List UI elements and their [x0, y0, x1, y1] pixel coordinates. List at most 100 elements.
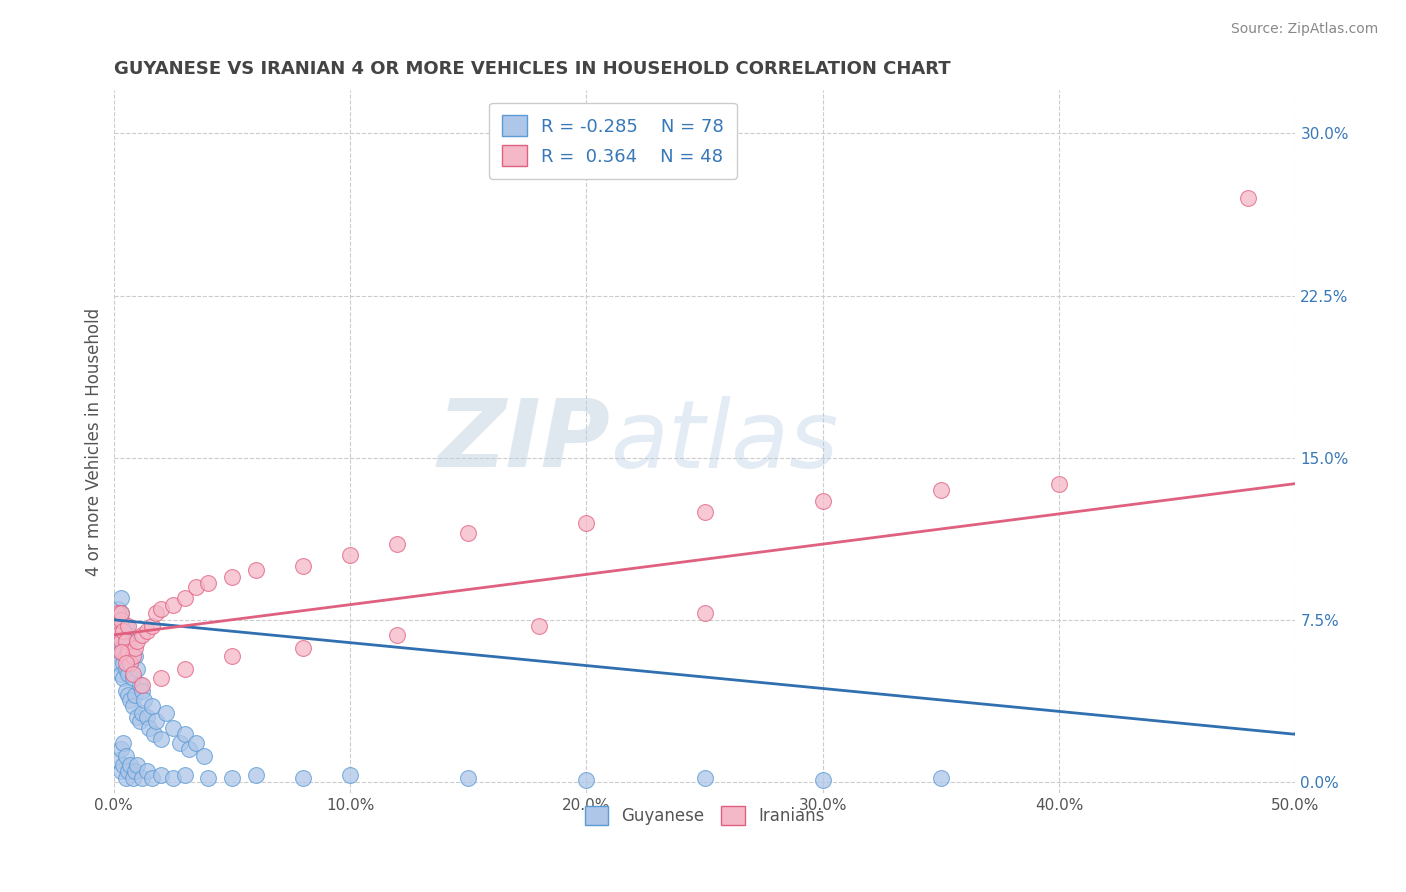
Point: [112, 671, 135, 685]
Point: [693, 771, 716, 785]
Point: [131, 706, 153, 720]
Point: [179, 742, 201, 756]
Point: [197, 576, 219, 591]
Text: GUYANESE VS IRANIAN 4 OR MORE VEHICLES IN HOUSEHOLD CORRELATION CHART: GUYANESE VS IRANIAN 4 OR MORE VEHICLES I…: [114, 60, 950, 78]
Point: [186, 580, 208, 594]
Point: [110, 645, 132, 659]
Point: [145, 607, 167, 621]
Point: [117, 666, 139, 681]
Point: [110, 607, 132, 621]
Point: [114, 684, 136, 698]
Point: [121, 699, 143, 714]
Point: [120, 692, 142, 706]
Point: [1047, 476, 1070, 491]
Point: [245, 768, 267, 782]
Point: [114, 634, 136, 648]
Point: [120, 634, 142, 648]
Point: [169, 736, 191, 750]
Point: [527, 619, 550, 633]
Point: [112, 624, 135, 638]
Point: [110, 624, 132, 638]
Point: [387, 628, 409, 642]
Point: [124, 640, 146, 655]
Point: [149, 731, 172, 746]
Point: [110, 607, 132, 621]
Point: [114, 771, 136, 785]
Point: [114, 656, 136, 670]
Point: [197, 771, 219, 785]
Point: [114, 748, 136, 763]
Point: [128, 677, 150, 691]
Point: [110, 645, 132, 659]
Point: [112, 736, 135, 750]
Point: [291, 771, 314, 785]
Point: [124, 689, 146, 703]
Point: [112, 757, 135, 772]
Point: [245, 563, 267, 577]
Point: [387, 537, 409, 551]
Point: [105, 645, 128, 659]
Point: [105, 628, 128, 642]
Point: [127, 663, 149, 677]
Point: [117, 689, 139, 703]
Point: [134, 692, 156, 706]
Point: [693, 607, 716, 621]
Point: [105, 619, 128, 633]
Point: [811, 772, 834, 787]
Point: [135, 624, 157, 638]
Point: [141, 699, 163, 714]
Text: Source: ZipAtlas.com: Source: ZipAtlas.com: [1230, 22, 1378, 37]
Point: [114, 649, 136, 664]
Point: [173, 591, 195, 606]
Point: [127, 634, 149, 648]
Point: [131, 684, 153, 698]
Point: [149, 671, 172, 685]
Point: [121, 671, 143, 685]
Point: [112, 634, 135, 648]
Point: [124, 649, 146, 664]
Text: ZIP: ZIP: [437, 395, 610, 487]
Point: [131, 677, 153, 691]
Point: [121, 649, 143, 664]
Point: [110, 666, 132, 681]
Point: [110, 764, 132, 778]
Point: [120, 656, 142, 670]
Point: [110, 634, 132, 648]
Point: [120, 757, 142, 772]
Point: [107, 656, 129, 670]
Point: [145, 714, 167, 729]
Point: [575, 516, 598, 530]
Point: [128, 714, 150, 729]
Point: [162, 771, 184, 785]
Point: [107, 602, 129, 616]
Point: [1237, 191, 1260, 205]
Point: [114, 663, 136, 677]
Point: [173, 768, 195, 782]
Point: [193, 748, 215, 763]
Point: [117, 645, 139, 659]
Point: [457, 771, 479, 785]
Point: [141, 771, 163, 785]
Point: [107, 628, 129, 642]
Point: [173, 663, 195, 677]
Point: [112, 617, 135, 632]
Point: [138, 721, 160, 735]
Point: [339, 548, 361, 562]
Point: [221, 771, 243, 785]
Point: [135, 764, 157, 778]
Point: [811, 494, 834, 508]
Point: [135, 710, 157, 724]
Point: [575, 772, 598, 787]
Point: [107, 634, 129, 648]
Point: [457, 526, 479, 541]
Point: [131, 771, 153, 785]
Point: [291, 640, 314, 655]
Point: [117, 764, 139, 778]
Point: [929, 771, 952, 785]
Point: [221, 649, 243, 664]
Point: [162, 598, 184, 612]
Point: [131, 628, 153, 642]
Point: [117, 628, 139, 642]
Point: [929, 483, 952, 497]
Point: [124, 764, 146, 778]
